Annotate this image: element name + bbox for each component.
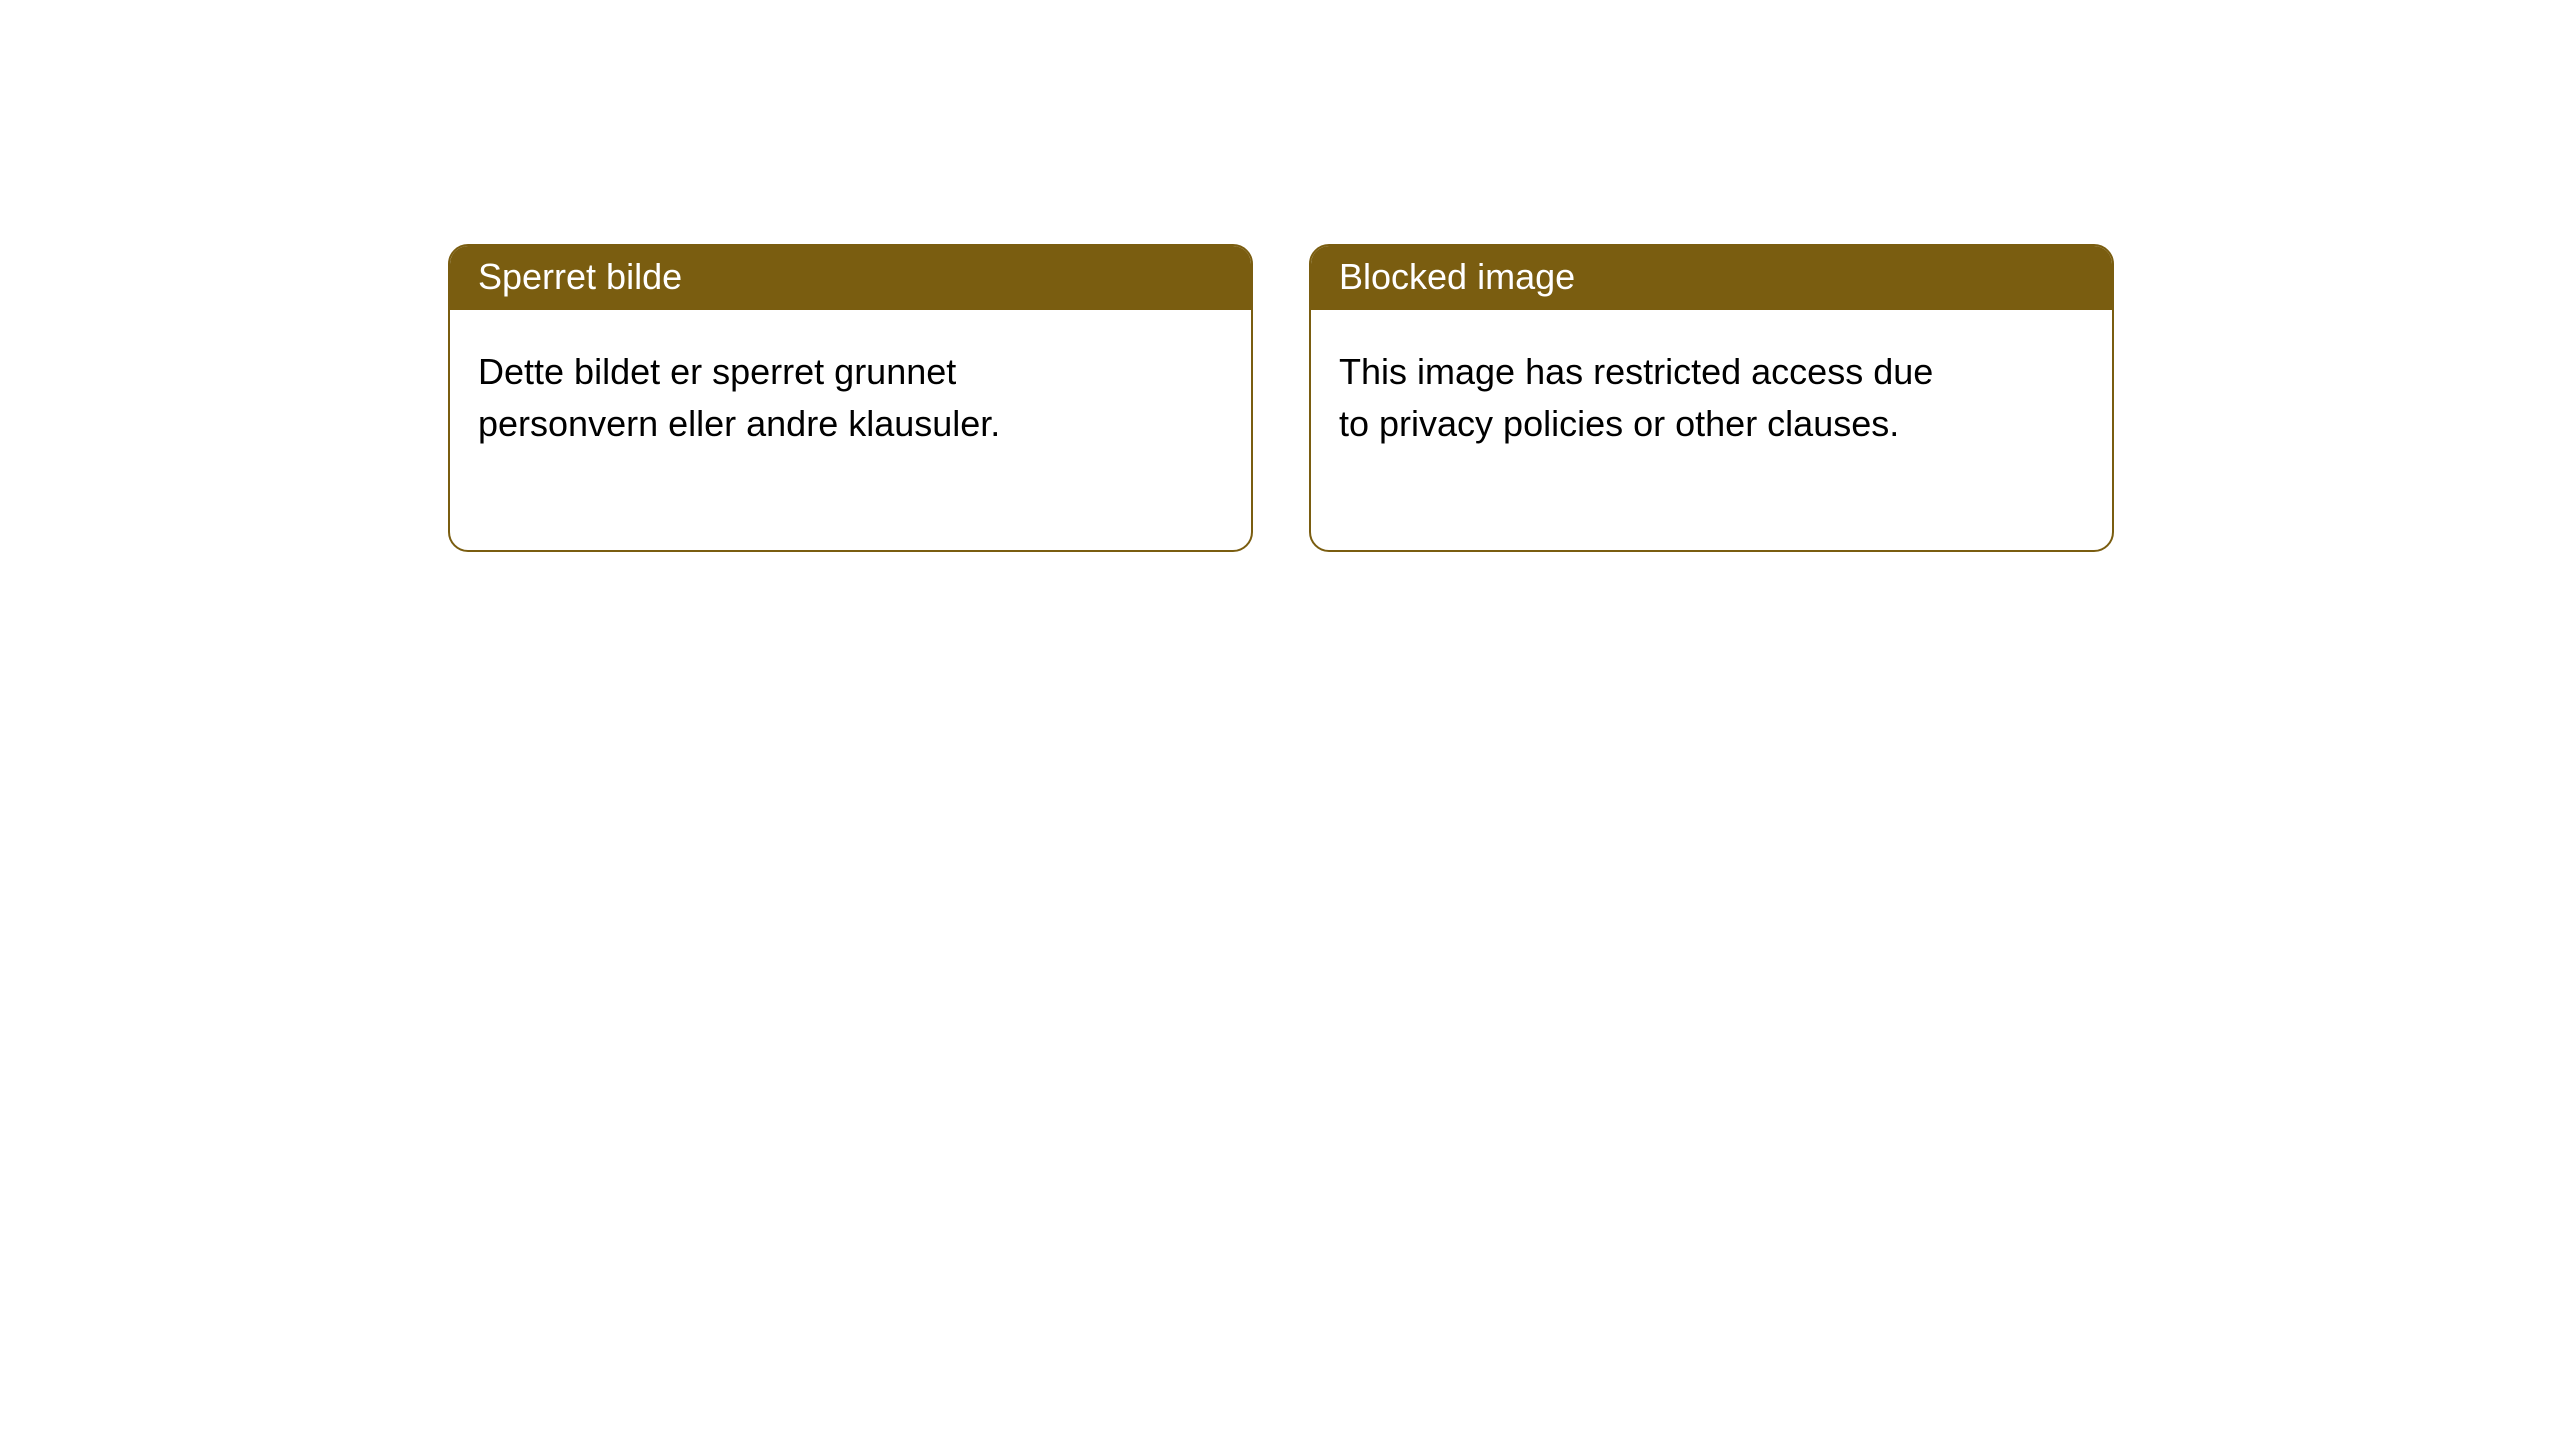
notice-card-english: Blocked image This image has restricted …	[1309, 244, 2114, 552]
notice-card-norwegian: Sperret bilde Dette bildet er sperret gr…	[448, 244, 1253, 552]
notice-container: Sperret bilde Dette bildet er sperret gr…	[0, 0, 2560, 552]
notice-body-english: This image has restricted access due to …	[1311, 310, 1991, 550]
notice-title-norwegian: Sperret bilde	[450, 246, 1251, 310]
notice-body-norwegian: Dette bildet er sperret grunnet personve…	[450, 310, 1130, 550]
notice-title-english: Blocked image	[1311, 246, 2112, 310]
